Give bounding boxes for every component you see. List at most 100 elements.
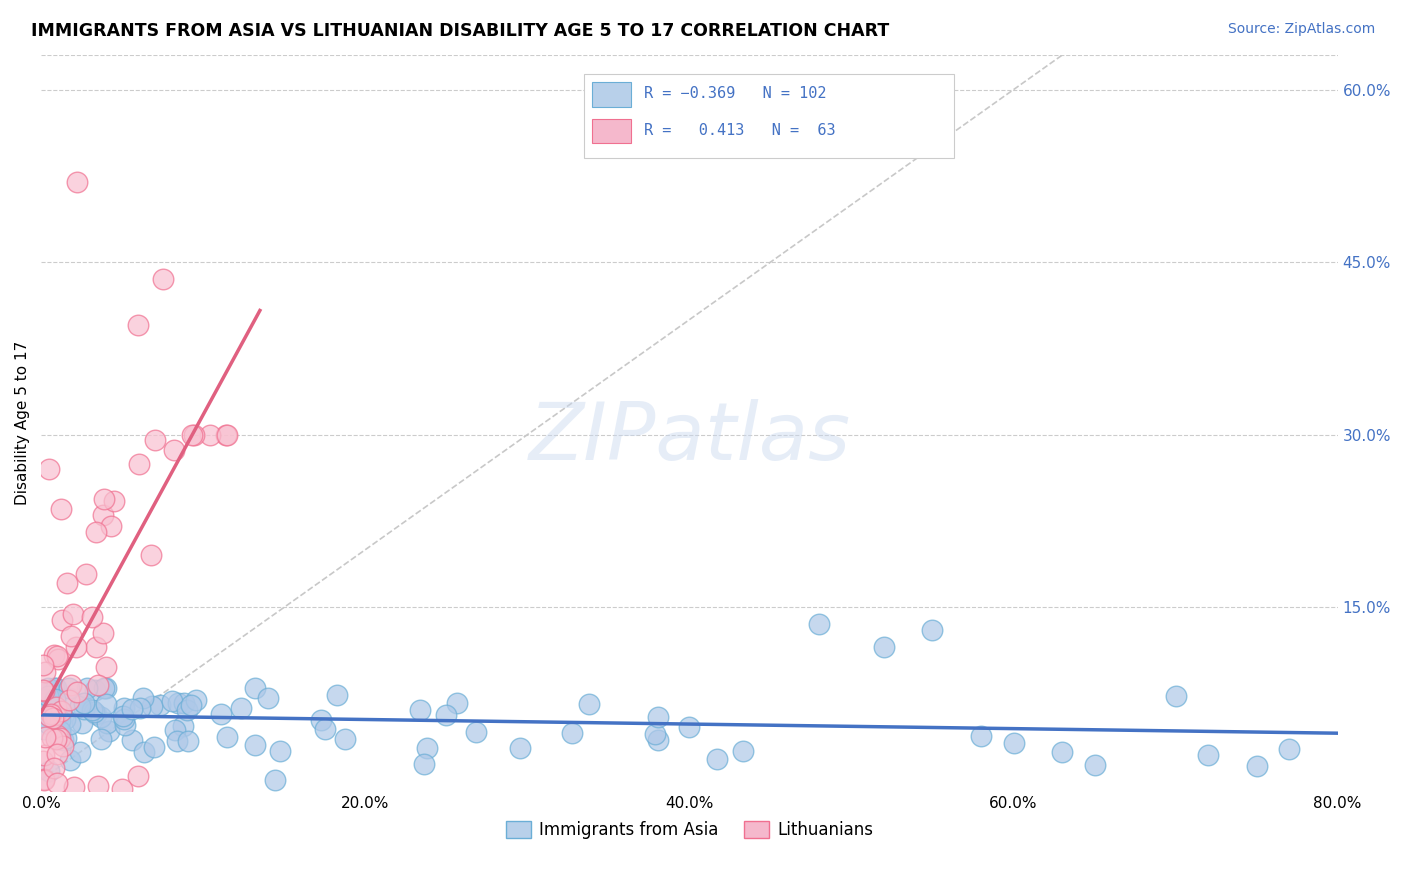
Point bbox=[66, 685, 89, 699]
Point bbox=[31, 755, 53, 769]
Point bbox=[80, 703, 103, 717]
Point bbox=[62, 607, 84, 621]
Point bbox=[76, 681, 98, 695]
Point bbox=[59, 754, 82, 768]
Point bbox=[69, 698, 91, 713]
Point bbox=[215, 427, 238, 442]
Point bbox=[96, 715, 118, 730]
Point bbox=[34, 730, 56, 744]
Point bbox=[38, 708, 60, 723]
Point bbox=[184, 692, 207, 706]
FancyBboxPatch shape bbox=[592, 120, 631, 144]
Point bbox=[434, 707, 457, 722]
Point bbox=[128, 458, 150, 472]
Point bbox=[49, 704, 72, 718]
Point bbox=[121, 733, 143, 747]
Point bbox=[172, 719, 194, 733]
Point bbox=[83, 705, 105, 719]
Point bbox=[31, 657, 53, 672]
Point bbox=[269, 744, 291, 758]
Point bbox=[34, 692, 56, 706]
Point bbox=[465, 724, 488, 739]
Point bbox=[121, 701, 143, 715]
Point bbox=[198, 427, 221, 442]
Point bbox=[42, 711, 65, 725]
Point bbox=[90, 710, 112, 724]
Point bbox=[42, 648, 65, 662]
Point bbox=[921, 624, 943, 638]
Point bbox=[32, 683, 55, 698]
Point bbox=[38, 764, 60, 778]
Point bbox=[413, 757, 436, 772]
Point bbox=[647, 733, 669, 747]
Point bbox=[32, 723, 55, 737]
Point bbox=[48, 731, 70, 746]
Point bbox=[58, 681, 80, 695]
Point bbox=[52, 739, 75, 753]
Point bbox=[1083, 758, 1105, 772]
Point bbox=[112, 712, 135, 726]
Point bbox=[209, 707, 232, 722]
Point bbox=[678, 720, 700, 734]
Point bbox=[141, 548, 163, 562]
Point bbox=[561, 726, 583, 740]
Point bbox=[58, 692, 80, 706]
Point bbox=[32, 772, 55, 787]
Point bbox=[60, 678, 83, 692]
Text: Source: ZipAtlas.com: Source: ZipAtlas.com bbox=[1227, 22, 1375, 37]
Point bbox=[42, 761, 65, 775]
Point bbox=[1278, 742, 1301, 756]
Point bbox=[93, 681, 115, 695]
FancyBboxPatch shape bbox=[585, 73, 953, 158]
Point bbox=[34, 665, 56, 680]
Point bbox=[129, 701, 152, 715]
Point bbox=[1246, 759, 1268, 773]
Point bbox=[578, 698, 600, 712]
Point bbox=[75, 566, 97, 581]
Point bbox=[408, 703, 430, 717]
Point bbox=[1164, 689, 1187, 703]
Point bbox=[49, 708, 72, 723]
Point bbox=[48, 724, 70, 739]
Point bbox=[647, 709, 669, 723]
Point bbox=[176, 703, 198, 717]
Point bbox=[160, 694, 183, 708]
Point bbox=[58, 690, 80, 705]
Point bbox=[69, 745, 91, 759]
Point bbox=[87, 678, 110, 692]
Point bbox=[808, 617, 831, 632]
Point bbox=[309, 713, 332, 727]
Point bbox=[180, 698, 202, 712]
Point bbox=[59, 629, 82, 643]
Point bbox=[41, 731, 63, 745]
Point bbox=[263, 772, 285, 787]
Point bbox=[48, 651, 70, 665]
Point bbox=[45, 700, 67, 714]
Point bbox=[177, 734, 200, 748]
Point bbox=[46, 776, 69, 790]
Point bbox=[100, 518, 122, 533]
Point bbox=[73, 696, 96, 710]
Y-axis label: Disability Age 5 to 17: Disability Age 5 to 17 bbox=[15, 341, 30, 506]
Point bbox=[34, 697, 56, 711]
Point bbox=[127, 769, 149, 783]
Point bbox=[62, 780, 84, 794]
Point bbox=[45, 681, 67, 695]
Point bbox=[94, 660, 117, 674]
Point bbox=[91, 625, 114, 640]
Point bbox=[416, 741, 439, 756]
Point bbox=[46, 728, 69, 742]
Point bbox=[49, 722, 72, 736]
Point bbox=[132, 691, 155, 706]
Legend: Immigrants from Asia, Lithuanians: Immigrants from Asia, Lithuanians bbox=[499, 814, 880, 846]
Point bbox=[215, 731, 238, 745]
Point bbox=[325, 688, 347, 702]
Point bbox=[32, 772, 55, 787]
Text: R =   0.413   N =  63: R = 0.413 N = 63 bbox=[644, 123, 835, 137]
Point bbox=[38, 462, 60, 476]
Point bbox=[509, 740, 531, 755]
Point bbox=[163, 442, 186, 457]
Point bbox=[644, 727, 666, 741]
Point bbox=[45, 732, 67, 747]
Point bbox=[97, 723, 120, 738]
